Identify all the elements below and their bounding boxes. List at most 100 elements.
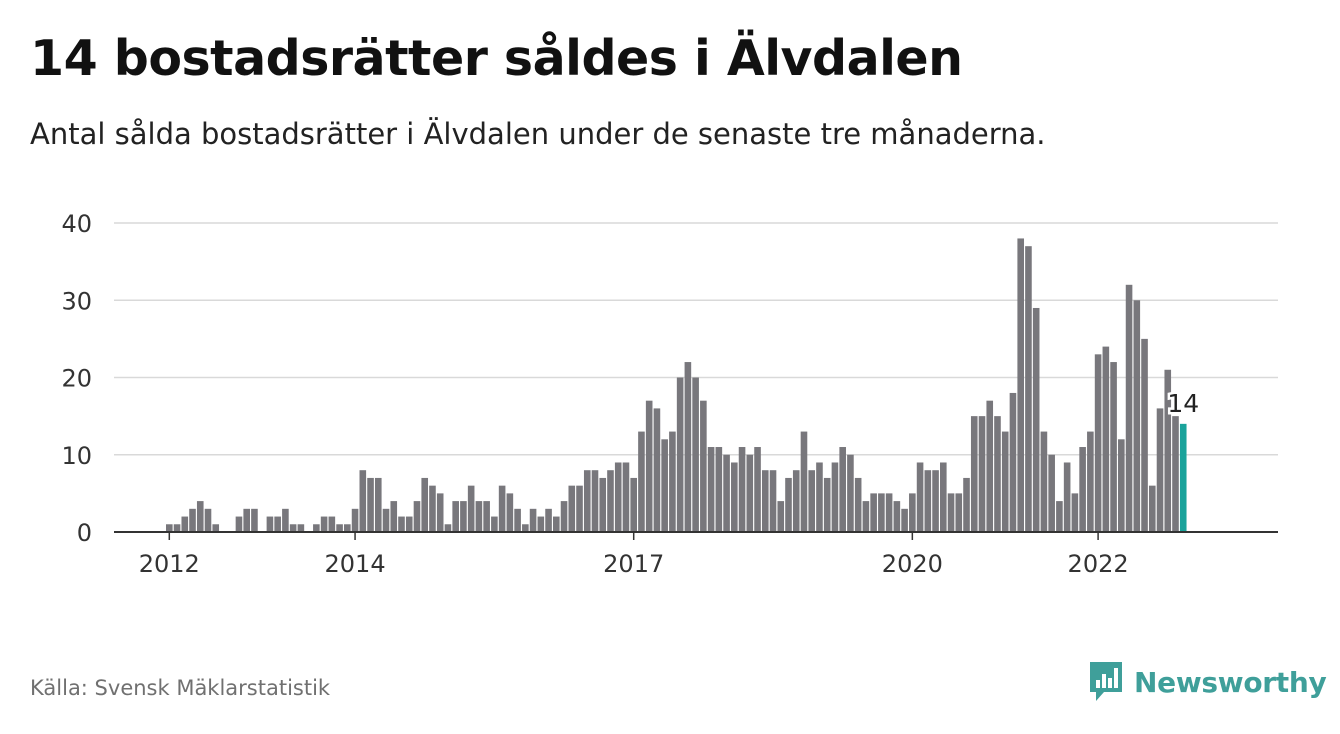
bar: [467, 485, 475, 532]
bar: [878, 493, 885, 533]
bar: [932, 470, 939, 532]
bar: [212, 524, 220, 532]
source-note: Källa: Svensk Mäklarstatistik: [30, 676, 331, 700]
bar: [715, 447, 723, 532]
x-tick-label: 2020: [882, 550, 943, 578]
bar: [390, 501, 398, 532]
bar: [336, 524, 343, 532]
bar: [405, 516, 413, 532]
bar: [692, 377, 699, 532]
bar: [707, 447, 715, 532]
bar: [777, 501, 785, 532]
bar: [297, 524, 305, 532]
bar: [1102, 346, 1110, 532]
y-tick-label: 10: [61, 442, 92, 470]
bar: [1025, 246, 1032, 532]
bar: [266, 516, 274, 532]
bar: [359, 470, 367, 532]
chart-title: 14 bostadsrätter såldes i Älvdalen: [30, 30, 963, 87]
bar: [785, 477, 792, 532]
bar: [483, 501, 490, 532]
bar: [645, 400, 653, 532]
bar: [963, 477, 970, 532]
bar: [978, 416, 986, 533]
bar: [413, 501, 421, 532]
bar: [614, 462, 622, 532]
bar: [909, 493, 916, 533]
bar: [452, 501, 459, 532]
bar: [638, 431, 645, 532]
bar: [947, 493, 955, 533]
bar: [568, 485, 576, 532]
bar: [1048, 454, 1055, 532]
bar: [522, 524, 529, 532]
bar: [792, 470, 800, 532]
bar: [382, 508, 390, 532]
bar: [1017, 238, 1024, 532]
bar: [243, 508, 250, 532]
bar: [831, 462, 839, 532]
highlight-data-label: 14: [1167, 389, 1199, 418]
bar: [893, 501, 901, 532]
bar: [1172, 416, 1179, 533]
bar: [901, 508, 908, 532]
bar: [970, 416, 978, 533]
bar: [916, 462, 924, 532]
bar: [955, 493, 963, 533]
bar: [847, 454, 854, 532]
bar: [344, 524, 351, 532]
x-tick-label: 2012: [139, 550, 200, 578]
bar: [761, 470, 769, 532]
bar: [436, 493, 444, 533]
bar: [1087, 431, 1094, 532]
bar: [289, 524, 297, 532]
bar: [475, 501, 483, 532]
bar: [235, 516, 243, 532]
bar: [398, 516, 405, 532]
y-tick-label: 0: [77, 519, 92, 547]
axes: 0 10 20 30 40 2012 2014 2017 2020 2022 14: [61, 210, 1278, 578]
bar: [684, 362, 692, 532]
bar: [367, 477, 374, 532]
y-tick-label: 30: [61, 287, 92, 315]
x-tick-label: 2017: [603, 550, 664, 578]
brand-logo[interactable]: Newsworthy: [1088, 660, 1327, 704]
bar: [862, 501, 870, 532]
bar: [1164, 369, 1172, 532]
bar: [313, 524, 320, 532]
bar: [754, 447, 761, 532]
brand-name: Newsworthy: [1134, 665, 1327, 699]
bar: [251, 508, 258, 532]
bar: [560, 501, 568, 532]
bar: [1110, 362, 1117, 532]
bar: [1063, 462, 1071, 532]
bar: [1148, 485, 1156, 532]
bar: [1071, 493, 1079, 533]
bar: [1118, 439, 1125, 532]
bar: [351, 508, 359, 532]
x-tick-label: 2022: [1068, 550, 1129, 578]
bar: [1032, 307, 1040, 532]
bar: [274, 516, 281, 532]
bar: [1001, 431, 1009, 532]
bar: [328, 516, 336, 532]
bar: [1156, 408, 1164, 532]
bar: [498, 485, 506, 532]
bar: [630, 477, 637, 532]
bar: [491, 516, 498, 532]
bar: [537, 516, 545, 532]
bar: [870, 493, 877, 533]
bar-chart: 0 10 20 30 40 2012 2014 2017 2020 2022 14: [61, 210, 1278, 578]
newsworthy-logo-icon: [1090, 662, 1122, 701]
bar: [1040, 431, 1048, 532]
chart-subtitle: Antal sålda bostadsrätter i Älvdalen und…: [30, 117, 1046, 151]
bar: [986, 400, 994, 532]
bar: [1125, 284, 1133, 532]
bar: [669, 431, 676, 532]
bar: [885, 493, 893, 533]
bar: [723, 454, 730, 532]
bar: [700, 400, 707, 532]
bars: [166, 238, 1187, 533]
bar: [800, 431, 808, 532]
bar: [553, 516, 560, 532]
